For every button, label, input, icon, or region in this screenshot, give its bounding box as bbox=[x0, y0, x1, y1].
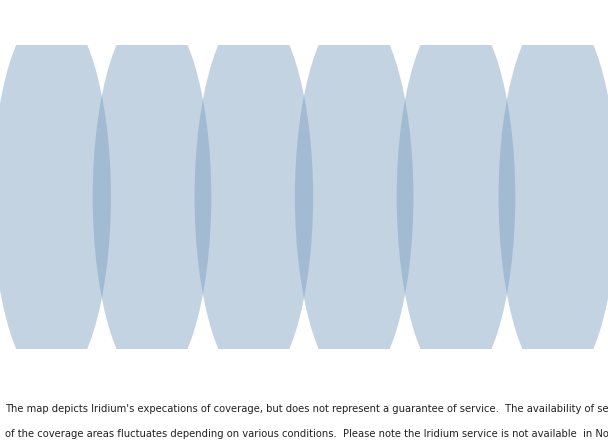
Text: The map depicts Iridium's expecations of coverage, but does not represent a guar: The map depicts Iridium's expecations of… bbox=[5, 404, 608, 414]
Ellipse shape bbox=[396, 7, 515, 387]
Ellipse shape bbox=[499, 7, 608, 387]
Ellipse shape bbox=[295, 7, 413, 387]
Ellipse shape bbox=[195, 7, 313, 387]
Ellipse shape bbox=[92, 7, 212, 387]
Text: of the coverage areas fluctuates depending on various conditions.  Please note t: of the coverage areas fluctuates dependi… bbox=[5, 429, 608, 439]
Ellipse shape bbox=[0, 7, 111, 387]
